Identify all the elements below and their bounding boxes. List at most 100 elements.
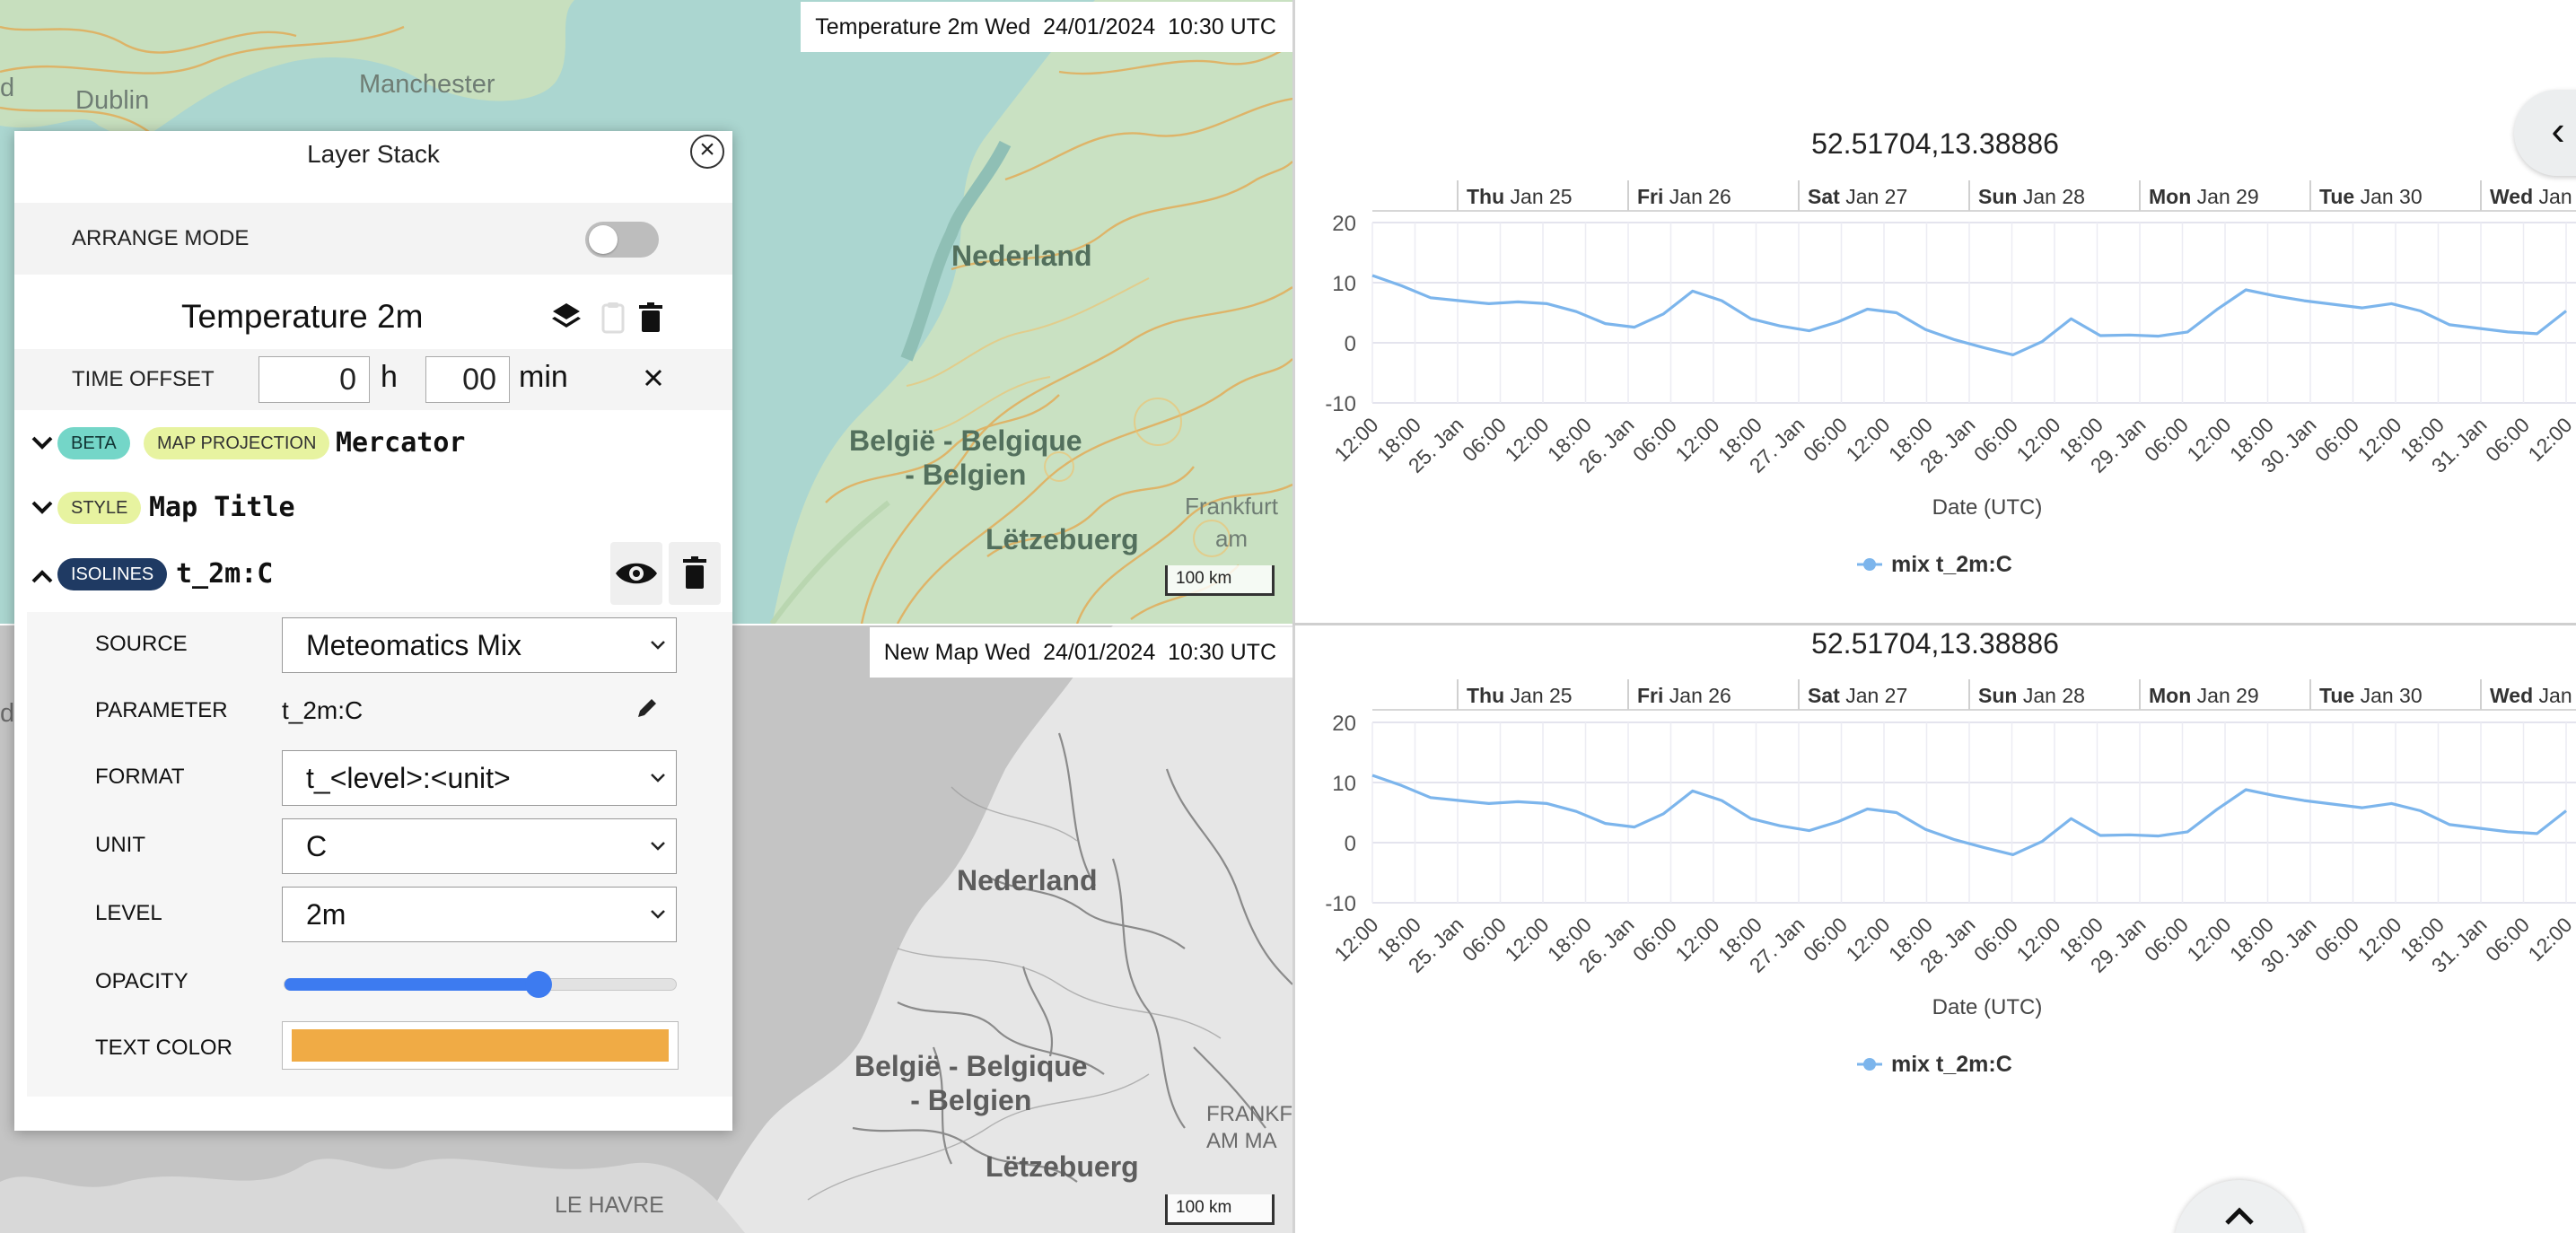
toggle-knob	[589, 225, 618, 254]
day-header-label: Thu Jan 25	[1467, 684, 1573, 707]
layers-button[interactable]	[549, 300, 583, 339]
collapse-panel-button[interactable]: ‹	[2514, 90, 2576, 176]
x-tick-label: 12:00	[1329, 413, 1382, 466]
x-tick-label: 12:00	[2182, 413, 2235, 466]
place-label-edge: d	[0, 699, 15, 728]
format-select[interactable]: t_<level>:<unit>	[282, 750, 677, 806]
x-axis-label: Date (UTC)	[1932, 495, 2043, 520]
day-header-label: Wed Jan	[2490, 684, 2572, 707]
chevron-down-icon	[27, 490, 57, 523]
series-line	[1371, 274, 2567, 356]
chevron-up-icon	[2225, 1207, 2254, 1225]
x-tick-label: 06:00	[2481, 413, 2534, 466]
x-tick-label: 12:00	[2182, 913, 2235, 966]
y-tick-label: 10	[1332, 272, 1356, 296]
time-offset-label: TIME OFFSET	[72, 367, 215, 391]
delete-isolines-button[interactable]	[669, 542, 721, 605]
unit-value: C	[306, 830, 328, 862]
toggle-visibility-button[interactable]	[610, 542, 662, 605]
place-label-le-havre: LE HAVRE	[555, 1193, 664, 1218]
parameter-row: PARAMETER t_2m:C	[27, 678, 732, 745]
tag-map-projection: MAP PROJECTION	[144, 427, 330, 459]
chart-legend[interactable]: mix t_2m:C	[1857, 1052, 2012, 1077]
y-tick-label: 20	[1332, 212, 1356, 236]
day-header-label: Mon Jan 29	[2149, 185, 2259, 208]
day-header-label: Fri Jan 26	[1637, 185, 1731, 208]
legend-label: mix t_2m:C	[1891, 1052, 2012, 1077]
arrange-mode-row: ARRANGE MODE	[14, 203, 732, 275]
paste-button[interactable]	[596, 300, 630, 339]
legend-marker	[1863, 558, 1876, 571]
format-value: t_<level>:<unit>	[306, 762, 511, 794]
day-header-label: Thu Jan 25	[1467, 185, 1573, 208]
x-tick-label: 12:00	[1841, 413, 1894, 466]
section-map-projection[interactable]: BETA MAP PROJECTION Mercator	[14, 416, 732, 470]
chevron-left-icon: ‹	[2551, 107, 2565, 153]
arrange-mode-toggle[interactable]	[585, 222, 659, 258]
x-tick-label: 06:00	[1458, 413, 1511, 466]
chart-legend[interactable]: mix t_2m:C	[1857, 552, 2012, 577]
source-value: Meteomatics Mix	[306, 629, 522, 661]
panel-divider-horizontal[interactable]	[1292, 623, 2576, 625]
slider-fill	[285, 978, 539, 991]
x-tick-label: 06:00	[2140, 413, 2193, 466]
clear-offset-button[interactable]	[637, 362, 670, 394]
edit-parameter-button[interactable]	[634, 695, 661, 721]
time-offset-row: TIME OFFSET 0 h 00 min	[14, 349, 732, 410]
text-color-picker[interactable]	[282, 1021, 679, 1070]
slider-thumb[interactable]	[525, 971, 553, 998]
hours-input[interactable]: 0	[258, 356, 370, 403]
close-button[interactable]: ×	[690, 135, 724, 169]
layers-icon	[552, 303, 581, 328]
x-tick-label: 06:00	[1799, 913, 1852, 966]
legend-marker	[1863, 1058, 1876, 1071]
day-header-label: Sat Jan 27	[1808, 185, 1907, 208]
x-tick-label: 06:00	[1799, 413, 1852, 466]
chart-title: 52.51704,13.38886	[1811, 127, 2059, 160]
chevron-up-icon	[27, 560, 57, 593]
chevron-down-icon	[651, 910, 665, 919]
opacity-row: OPACITY	[27, 949, 732, 1016]
place-label-frankfurt: FRANKF AM MA	[1206, 1102, 1292, 1153]
day-header-label: Sat Jan 27	[1808, 684, 1907, 707]
y-tick-label: 20	[1332, 712, 1356, 736]
map-title-label: New Map Wed 24/01/2024 10:30 UTC	[869, 627, 1292, 678]
section-isolines[interactable]: ISOLINES t_2m:C	[14, 549, 732, 603]
panel-divider-vertical[interactable]	[1292, 0, 1295, 1233]
x-tick-label: 06:00	[1969, 413, 2022, 466]
y-tick-label: -10	[1325, 392, 1356, 416]
eye-icon	[616, 563, 657, 584]
close-icon: ×	[699, 135, 715, 164]
x-tick-label: 12:00	[1329, 913, 1382, 966]
chevron-down-icon	[651, 641, 665, 650]
minutes-input[interactable]: 00	[425, 356, 510, 403]
layer-stack-panel: Layer Stack × ARRANGE MODE Temperature 2…	[14, 131, 732, 1131]
layer-name: Temperature 2m	[181, 298, 424, 335]
y-tick-label: 10	[1332, 772, 1356, 796]
style-value: Map Title	[149, 492, 295, 523]
place-label-dublin: Dublin	[75, 86, 150, 115]
source-row: SOURCE Meteomatics Mix	[27, 612, 732, 678]
source-select[interactable]: Meteomatics Mix	[282, 617, 677, 673]
unit-select[interactable]: C	[282, 818, 677, 874]
text-color-row: TEXT COLOR	[27, 1016, 732, 1082]
x-tick-label: 12:00	[1670, 413, 1723, 466]
x-tick-label: 12:00	[2353, 413, 2405, 466]
panel-title: Layer Stack	[307, 140, 440, 168]
day-header-label: Tue Jan 30	[2319, 684, 2423, 707]
level-select[interactable]: 2m	[282, 887, 677, 942]
x-tick-label: 12:00	[1841, 913, 1894, 966]
scale-bar: 100 km	[1165, 565, 1275, 596]
delete-layer-button[interactable]	[634, 300, 668, 339]
tag-isolines: ISOLINES	[57, 558, 168, 590]
day-header-label: Mon Jan 29	[2149, 684, 2259, 707]
level-value: 2m	[306, 898, 346, 931]
place-label-letzebuerg: Lëtzebuerg	[986, 1150, 1139, 1183]
opacity-slider[interactable]	[284, 971, 677, 998]
x-tick-label: 06:00	[2140, 913, 2193, 966]
section-style[interactable]: STYLE Map Title	[14, 481, 732, 535]
y-tick-label: -10	[1325, 892, 1356, 916]
tag-beta: BETA	[57, 427, 130, 459]
close-icon	[644, 369, 662, 387]
